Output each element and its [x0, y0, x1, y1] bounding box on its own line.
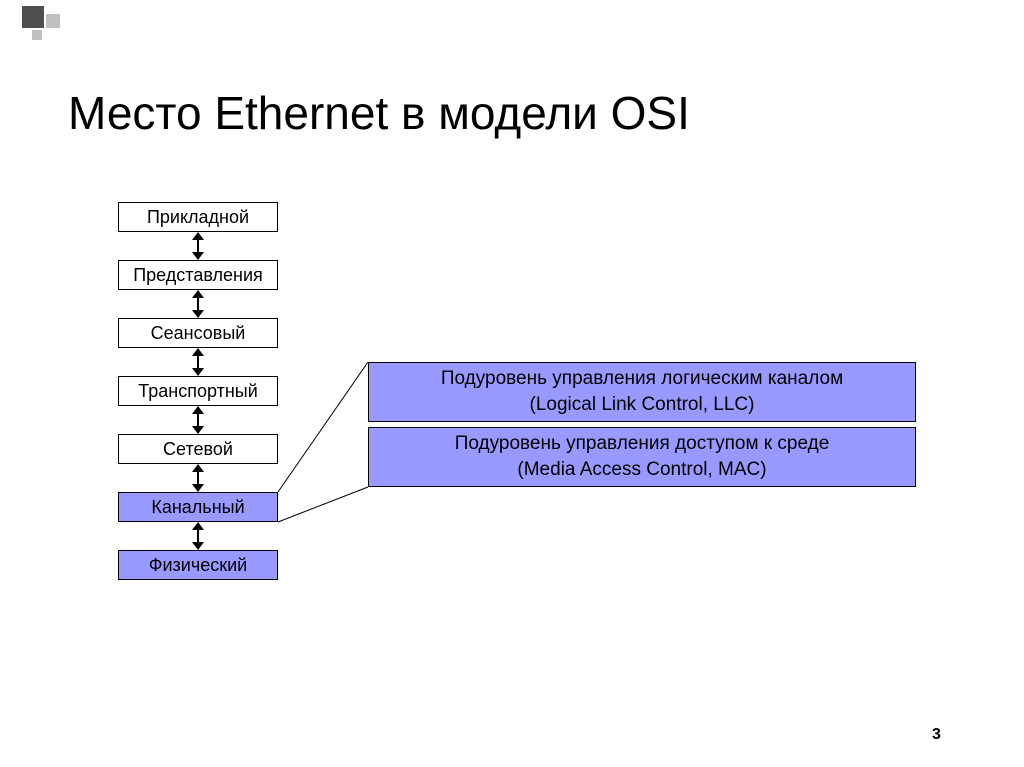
bidirectional-arrow	[191, 232, 205, 260]
osi-layer-label: Сетевой	[163, 439, 233, 460]
bidirectional-arrow	[191, 522, 205, 550]
osi-layer-box: Канальный	[118, 492, 278, 522]
osi-layer-box: Сетевой	[118, 434, 278, 464]
osi-layer-label: Прикладной	[147, 207, 249, 228]
osi-layer-label: Физический	[149, 555, 247, 576]
deco-square	[22, 6, 44, 28]
slide-title: Место Ethernet в модели OSI	[68, 86, 690, 140]
sublayer-box: Подуровень управления доступом к среде(M…	[368, 427, 916, 487]
sublayer-line1: Подуровень управления логическим каналом	[441, 366, 843, 392]
osi-layer-box: Транспортный	[118, 376, 278, 406]
osi-layer-box: Сеансовый	[118, 318, 278, 348]
sublayer-box: Подуровень управления логическим каналом…	[368, 362, 916, 422]
sublayer-line2: (Media Access Control, MAC)	[517, 457, 766, 483]
connector-lines	[278, 362, 368, 522]
bidirectional-arrow	[191, 290, 205, 318]
osi-layer-label: Представления	[133, 265, 263, 286]
deco-square	[32, 30, 42, 40]
bidirectional-arrow	[191, 348, 205, 376]
bidirectional-arrow	[191, 464, 205, 492]
sublayer-line1: Подуровень управления доступом к среде	[455, 431, 830, 457]
osi-layer-label: Сеансовый	[151, 323, 246, 344]
page-number: 3	[932, 726, 941, 744]
sublayer-line2: (Logical Link Control, LLC)	[530, 392, 755, 418]
osi-layer-box: Физический	[118, 550, 278, 580]
bidirectional-arrow	[191, 406, 205, 434]
osi-layer-box: Прикладной	[118, 202, 278, 232]
deco-square	[46, 14, 60, 28]
osi-layer-label: Транспортный	[138, 381, 258, 402]
osi-layer-box: Представления	[118, 260, 278, 290]
osi-layer-label: Канальный	[151, 497, 244, 518]
